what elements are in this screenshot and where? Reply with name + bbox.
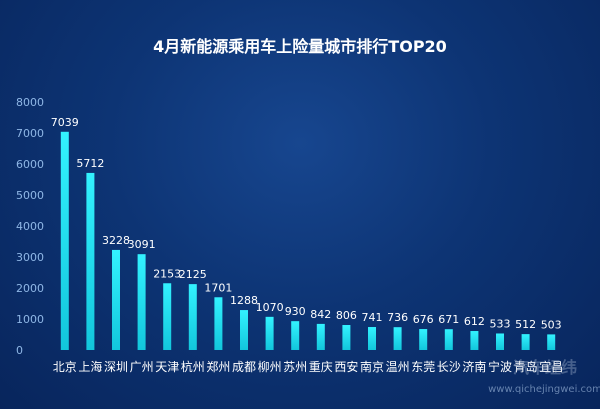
x-tick-label: 长沙 [437,360,461,374]
data-label: 806 [336,309,357,322]
data-label: 533 [490,317,511,330]
y-tick-label: 6000 [16,158,44,171]
x-tick-label: 天津 [155,360,179,374]
y-tick-label: 3000 [16,251,44,264]
data-label: 676 [413,313,434,326]
y-tick-label: 0 [16,344,23,357]
bar [240,310,248,350]
x-tick-label: 郑州 [206,359,230,374]
bar [342,325,351,350]
y-tick-label: 2000 [16,282,44,295]
data-label: 7039 [51,116,79,129]
x-tick-label: 宁波 [488,359,512,374]
bar [86,172,95,350]
data-label: 741 [362,311,383,324]
x-tick-label: 杭州 [181,359,205,374]
bar [214,297,223,350]
data-label: 3091 [128,238,156,251]
chart-title: 4月新能源乘用车上险量城市排行TOP20 [153,37,447,56]
y-tick-label: 8000 [16,96,44,109]
data-label: 3228 [102,234,130,247]
bar [291,321,300,350]
x-tick-label: 广州 [130,360,154,374]
data-label: 1701 [204,281,232,294]
x-tick-label: 苏州 [283,360,307,374]
bar [419,329,428,350]
bar [393,327,402,350]
bar [444,329,453,350]
bar [470,331,479,350]
bar [137,254,146,350]
bar [163,283,172,350]
x-tick-label: 青岛 [514,359,538,374]
x-tick-label: 北京 [53,360,77,374]
bar [547,334,556,350]
data-label: 1070 [256,301,284,314]
data-label: 2125 [179,268,207,281]
bar [60,131,69,350]
x-tick-label: 南京 [360,359,384,374]
data-label: 503 [541,318,562,331]
x-tick-label: 宜昌 [539,359,563,374]
bar [316,323,325,350]
y-tick-label: 7000 [16,127,44,140]
data-label: 1288 [230,294,258,307]
data-label: 930 [285,305,306,318]
watermark-url: www.qichejingwei.com [488,384,600,395]
x-tick-label: 柳州 [258,360,282,374]
data-label: 736 [387,311,408,324]
x-tick-label: 重庆 [309,360,333,374]
bar [112,249,120,350]
x-tick-label: 济南 [462,359,486,374]
bar [188,284,197,350]
data-label: 2153 [153,267,181,280]
data-label: 512 [515,318,536,331]
watermark-logo: 汽车经纬 [513,358,577,377]
x-tick-label: 温州 [386,360,410,374]
bar [496,333,504,350]
bar [265,316,274,350]
bar [368,327,376,350]
x-axis: 北京 上海 深圳 广州 天津 杭州 郑州 成都 柳州 苏州 重庆 西安 南京 温州 东莞 长沙 济南 宁波 青岛 宜昌 [53,359,563,374]
bar [521,334,530,350]
y-tick-label: 1000 [16,313,44,326]
data-label: 671 [438,313,459,326]
y-tick-label: 5000 [16,189,44,202]
x-tick-label: 成都 [232,360,256,374]
y-axis: 0 1000 2000 3000 4000 5000 6000 7000 8000 [16,96,44,357]
y-tick-label: 4000 [16,220,44,233]
x-tick-label: 东莞 [411,360,435,374]
data-label: 842 [310,308,331,321]
bars [60,131,556,350]
x-tick-label: 上海 [78,359,102,374]
x-tick-label: 深圳 [104,360,128,374]
data-label: 5712 [76,157,104,170]
data-label: 612 [464,315,485,328]
x-tick-label: 西安 [334,359,358,374]
